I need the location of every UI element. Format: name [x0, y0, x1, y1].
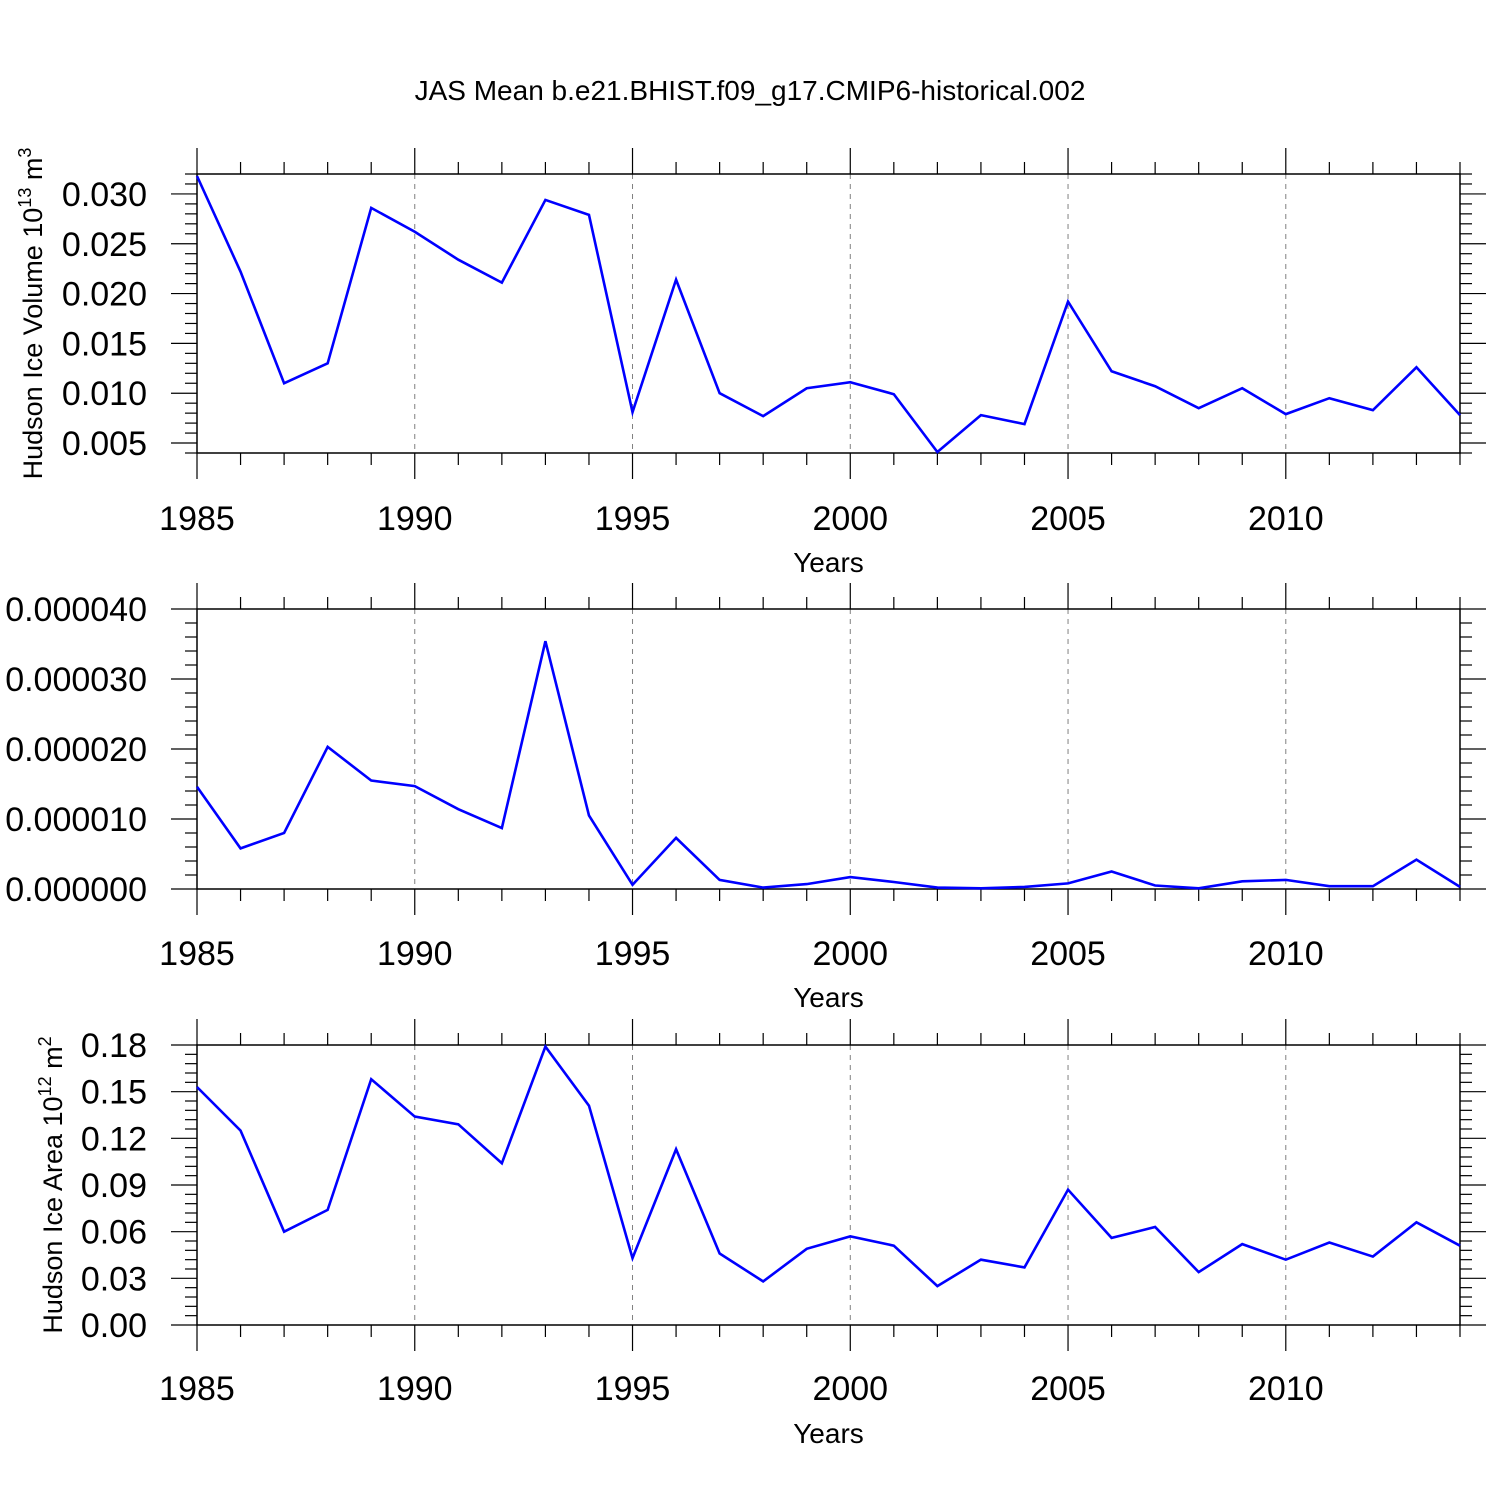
- y-tick-label: 0.005: [62, 425, 147, 463]
- y-tick-label: 0.09: [81, 1167, 147, 1205]
- y-tick-label: 0.03: [81, 1260, 147, 1298]
- x-tick-label: 1985: [159, 935, 235, 973]
- y-tick-label: 0.12: [81, 1120, 147, 1158]
- y-axis-label-text: Hudson Ice Volume 10: [18, 208, 48, 480]
- x-tick-label: 1990: [377, 500, 453, 538]
- y-tick-label: 0.000010: [5, 801, 147, 839]
- x-axis-label: Years: [793, 982, 864, 1013]
- y-tick-label: 0.000030: [5, 661, 147, 699]
- x-tick-label: 1990: [377, 1370, 453, 1408]
- x-tick-label: 2000: [812, 500, 888, 538]
- x-tick-label: 1985: [159, 1370, 235, 1408]
- y-axis-label-unit-exponent: 3: [15, 148, 35, 158]
- y-axis-label-text: Hudson Ice Area 10: [38, 1096, 68, 1333]
- y-tick-label: 0.000040: [5, 591, 147, 629]
- x-tick-label: 1990: [377, 935, 453, 973]
- x-tick-label: 2000: [812, 935, 888, 973]
- x-tick-label: 2010: [1248, 500, 1324, 538]
- x-tick-label: 2005: [1030, 935, 1106, 973]
- y-tick-label: 0.015: [62, 325, 147, 363]
- y-axis-label-unit-exponent: 2: [35, 1036, 55, 1046]
- y-axis-label-unit: m: [18, 158, 48, 188]
- y-tick-label: 0.18: [81, 1027, 147, 1065]
- y-tick-label: 0.030: [62, 176, 147, 214]
- x-tick-label: 1995: [595, 500, 671, 538]
- x-tick-label: 2005: [1030, 1370, 1106, 1408]
- y-tick-label: 0.010: [62, 375, 147, 413]
- y-tick-label: 0.000000: [5, 871, 147, 909]
- y-tick-label: 0.15: [81, 1074, 147, 1112]
- x-axis-label: Years: [793, 1418, 864, 1449]
- y-tick-label: 0.020: [62, 276, 147, 314]
- y-tick-label: 0.000020: [5, 731, 147, 769]
- x-tick-label: 2005: [1030, 500, 1106, 538]
- x-tick-label: 1985: [159, 500, 235, 538]
- y-axis-label-exponent: 12: [35, 1076, 55, 1096]
- x-tick-label: 1995: [595, 935, 671, 973]
- x-tick-label: 2010: [1248, 1370, 1324, 1408]
- figure-title: JAS Mean b.e21.BHIST.f09_g17.CMIP6-histo…: [415, 75, 1086, 106]
- x-axis-label: Years: [793, 547, 864, 578]
- y-tick-label: 0.06: [81, 1214, 147, 1252]
- y-tick-label: 0.025: [62, 226, 147, 264]
- y-tick-label: 0.00: [81, 1307, 147, 1345]
- x-tick-label: 1995: [595, 1370, 671, 1408]
- y-axis-label-unit: m: [38, 1046, 68, 1076]
- x-tick-label: 2000: [812, 1370, 888, 1408]
- x-tick-label: 2010: [1248, 935, 1324, 973]
- y-axis-label-exponent: 13: [15, 188, 35, 208]
